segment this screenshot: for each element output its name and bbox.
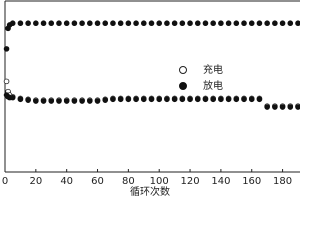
point: [233, 20, 240, 27]
point: [256, 96, 263, 103]
point: [3, 46, 10, 52]
point: [194, 20, 201, 27]
point: [241, 20, 247, 27]
point: [256, 20, 263, 27]
point: [125, 96, 132, 103]
point: [17, 20, 24, 27]
point: [156, 20, 163, 27]
point: [287, 20, 294, 27]
x-tick-label: 60: [91, 176, 104, 187]
point: [87, 20, 93, 27]
point: [156, 96, 163, 103]
x-tick-label: 120: [181, 176, 200, 187]
point: [148, 96, 155, 103]
point: [248, 20, 255, 27]
point: [9, 94, 16, 101]
point: [287, 104, 294, 110]
point: [102, 20, 109, 27]
point: [225, 20, 232, 27]
point: [48, 98, 55, 104]
point: [125, 20, 132, 27]
point: [202, 20, 209, 27]
point: [117, 96, 124, 103]
point: [133, 20, 139, 27]
point: [164, 20, 170, 27]
point: [110, 96, 116, 103]
point: [56, 20, 62, 27]
point: [110, 20, 116, 27]
point: [264, 20, 270, 27]
point: [295, 104, 300, 110]
point: [40, 20, 47, 27]
point: [79, 20, 85, 27]
point: [102, 97, 109, 103]
legend-label: 放电: [203, 79, 223, 92]
point: [87, 98, 93, 104]
point: [56, 98, 62, 104]
point: [179, 20, 186, 27]
x-tick-label: 20: [29, 176, 42, 187]
x-tick-label: 80: [122, 176, 135, 187]
point: [202, 96, 209, 103]
x-tick-label: 160: [242, 176, 261, 187]
point: [25, 20, 31, 27]
point: [148, 20, 155, 27]
point: [94, 20, 101, 27]
point: [295, 20, 300, 27]
point: [140, 20, 147, 27]
point: [140, 96, 147, 103]
x-tick-label: 180: [273, 176, 292, 187]
point: [94, 98, 101, 104]
point: [9, 20, 16, 27]
point: [3, 78, 10, 85]
point: [179, 96, 186, 103]
point: [17, 96, 24, 103]
legend-marker: [179, 82, 187, 90]
point: [218, 96, 224, 103]
point: [218, 20, 224, 27]
point: [71, 20, 78, 27]
point: [279, 20, 286, 27]
point: [25, 97, 31, 103]
point: [79, 98, 85, 104]
point: [117, 20, 124, 27]
point: [171, 96, 178, 103]
point: [48, 20, 55, 27]
point: [164, 96, 170, 103]
point: [33, 20, 39, 27]
legend-label: 充电: [203, 63, 223, 76]
point: [63, 98, 70, 104]
point: [210, 96, 216, 103]
point: [225, 96, 232, 103]
x-tick-label: 0: [2, 176, 8, 187]
x-tick-label: 100: [150, 176, 169, 187]
point: [241, 96, 247, 103]
point: [133, 96, 139, 103]
point: [187, 20, 193, 27]
x-tick-label: 40: [60, 176, 73, 187]
point: [63, 20, 70, 27]
point: [71, 98, 78, 104]
x-axis-label: 循环次数: [130, 185, 170, 198]
point: [272, 104, 278, 110]
point: [40, 98, 47, 104]
point: [264, 104, 270, 110]
point: [194, 96, 201, 103]
point: [272, 20, 278, 27]
legend-marker: [179, 66, 187, 74]
point: [279, 104, 286, 110]
point: [248, 96, 255, 103]
point: [33, 98, 39, 104]
point: [210, 20, 216, 27]
point: [187, 96, 193, 103]
point: [171, 20, 178, 27]
x-tick-label: 140: [211, 176, 230, 187]
point: [233, 96, 240, 103]
